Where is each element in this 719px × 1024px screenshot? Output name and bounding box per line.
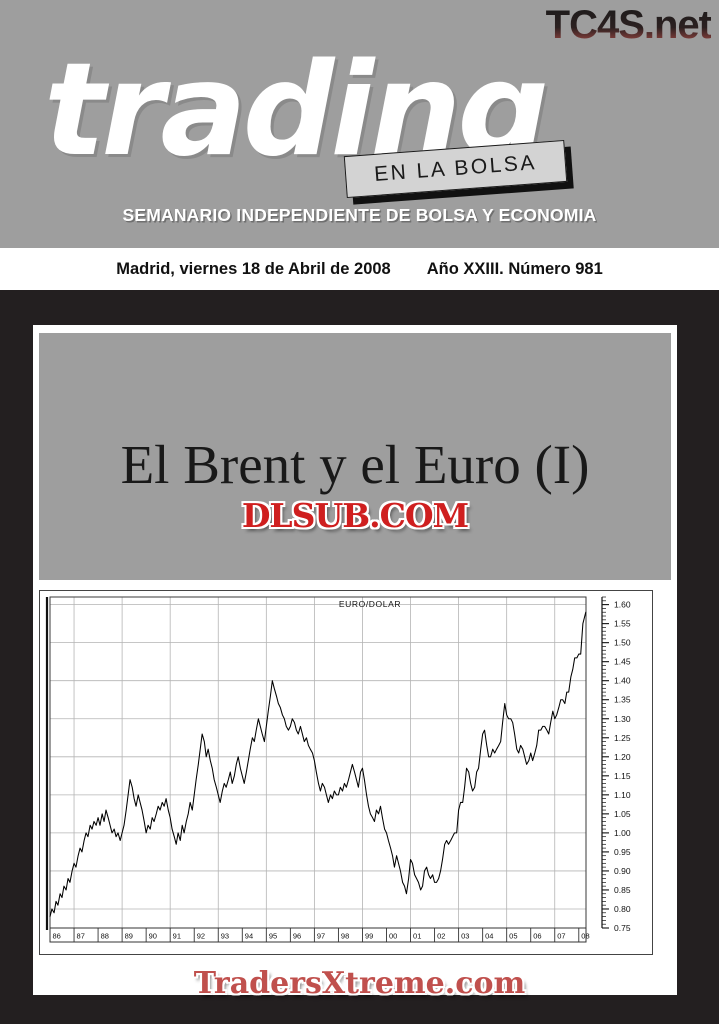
svg-text:0.95: 0.95 bbox=[614, 847, 631, 857]
chart-axes bbox=[45, 596, 603, 930]
svg-text:02: 02 bbox=[437, 932, 445, 941]
svg-text:92: 92 bbox=[197, 932, 205, 941]
dlsub-watermark: DLSUB.COM bbox=[241, 496, 469, 535]
svg-text:91: 91 bbox=[173, 932, 181, 941]
chart-title: EURO/DOLAR bbox=[339, 599, 401, 609]
svg-text:0.75: 0.75 bbox=[614, 923, 631, 933]
svg-text:1.35: 1.35 bbox=[614, 695, 631, 705]
chart-x-axis-labels: 86 87 88 89 90 91 92 93 94 95 96 97 98 99 00 01 02 03 04 05… bbox=[49, 927, 590, 943]
svg-text:1.20: 1.20 bbox=[614, 752, 631, 762]
svg-text:1.00: 1.00 bbox=[614, 828, 631, 838]
svg-text:96: 96 bbox=[293, 932, 301, 941]
svg-text:06: 06 bbox=[533, 932, 541, 941]
svg-text:08: 08 bbox=[581, 932, 589, 941]
svg-text:1.15: 1.15 bbox=[614, 771, 631, 781]
dateline-place-date: Madrid, viernes 18 de Abril de 2008 bbox=[116, 259, 391, 278]
svg-text:89: 89 bbox=[125, 932, 133, 941]
chart-minor-ticks bbox=[602, 596, 609, 929]
svg-text:93: 93 bbox=[221, 932, 229, 941]
svg-text:05: 05 bbox=[509, 932, 517, 941]
svg-text:98: 98 bbox=[341, 932, 349, 941]
svg-text:1.60: 1.60 bbox=[614, 600, 631, 610]
svg-text:04: 04 bbox=[485, 932, 493, 941]
svg-text:97: 97 bbox=[317, 932, 325, 941]
cover-headline-block: El Brent y el Euro (I) DLSUB.COM bbox=[39, 333, 671, 580]
masthead-tagline: SEMANARIO INDEPENDIENTE DE BOLSA Y ECONO… bbox=[122, 205, 597, 225]
chart-y-axis-labels: 1.60 1.55 1.50 1.45 1.40 1.35 1.30 1.25 1.20 1.15… bbox=[614, 600, 631, 933]
chart-series-line bbox=[49, 611, 587, 918]
chart-gridlines bbox=[50, 597, 586, 928]
svg-text:95: 95 bbox=[269, 932, 277, 941]
svg-text:00: 00 bbox=[389, 932, 397, 941]
euro-dolar-chart: EURO/DOLAR 1.60 1.55 1.50 1.45 1.40 1.35 1.30 1… bbox=[39, 590, 653, 955]
tc4s-site-logo: TC4S.net bbox=[545, 3, 712, 47]
svg-text:1.55: 1.55 bbox=[614, 619, 631, 629]
svg-text:1.25: 1.25 bbox=[614, 733, 631, 743]
svg-text:99: 99 bbox=[365, 932, 373, 941]
page-title: El Brent y el Euro (I) bbox=[120, 434, 590, 495]
en-la-bolsa-badge-label: EN LA BOLSA bbox=[373, 151, 538, 186]
svg-text:0.90: 0.90 bbox=[614, 866, 631, 876]
svg-text:01: 01 bbox=[413, 932, 421, 941]
dateline-strip: Madrid, viernes 18 de Abril de 2008 Año … bbox=[0, 248, 719, 290]
euro-dolar-chart-svg: EURO/DOLAR 1.601.551.501.451.401.351.301… bbox=[45, 596, 631, 943]
svg-text:87: 87 bbox=[77, 932, 85, 941]
svg-text:03: 03 bbox=[461, 932, 469, 941]
tradersxtreme-watermark: TradersXtreme.com bbox=[193, 966, 526, 1001]
cover-dark-frame: El Brent y el Euro (I) DLSUB.COM EURO/DO… bbox=[0, 290, 719, 1024]
svg-text:0.85: 0.85 bbox=[614, 885, 631, 895]
svg-text:0.80: 0.80 bbox=[614, 904, 631, 914]
svg-text:1.50: 1.50 bbox=[614, 638, 631, 648]
svg-text:86: 86 bbox=[53, 932, 61, 941]
svg-text:1.10: 1.10 bbox=[614, 790, 631, 800]
cover-white-panel: El Brent y el Euro (I) DLSUB.COM EURO/DO… bbox=[33, 325, 677, 995]
svg-text:1.05: 1.05 bbox=[614, 809, 631, 819]
svg-text:94: 94 bbox=[245, 932, 253, 941]
svg-text:90: 90 bbox=[149, 932, 157, 941]
svg-text:88: 88 bbox=[101, 932, 109, 941]
svg-text:07: 07 bbox=[557, 932, 565, 941]
masthead: TC4S.net trading EN LA BOLSA SEMANARIO I… bbox=[0, 0, 719, 248]
dateline-issue: Año XXIII. Número 981 bbox=[426, 259, 603, 278]
svg-text:1.40: 1.40 bbox=[614, 676, 631, 686]
svg-text:1.45: 1.45 bbox=[614, 657, 631, 667]
svg-text:1.30: 1.30 bbox=[614, 714, 631, 724]
